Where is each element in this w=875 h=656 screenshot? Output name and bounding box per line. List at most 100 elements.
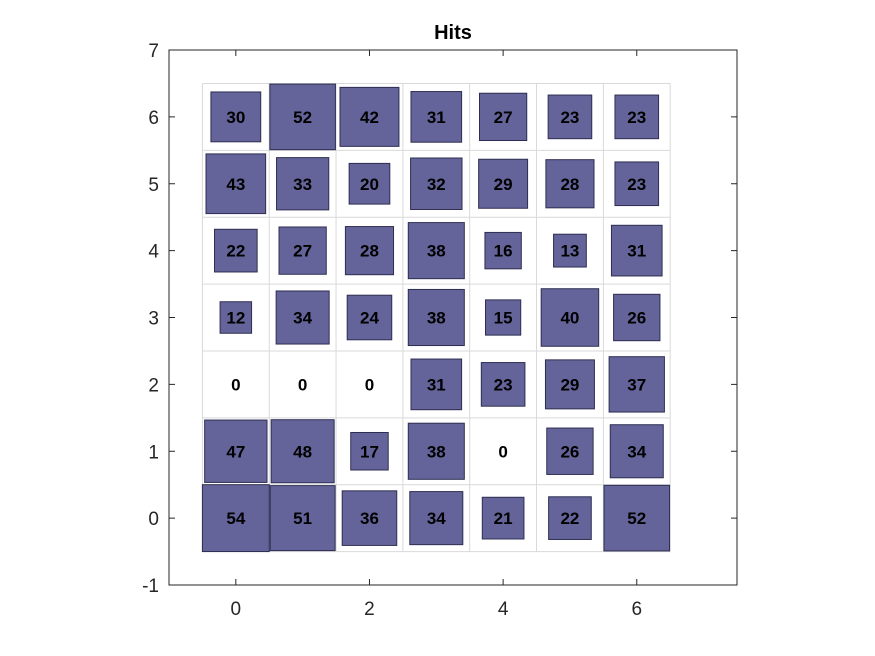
hit-patch xyxy=(478,92,528,142)
hit-count-label: 23 xyxy=(627,108,646,127)
hit-patch xyxy=(407,288,465,347)
hit-patch xyxy=(485,299,522,336)
y-tick-label: 6 xyxy=(148,108,159,129)
y-tick-label: 1 xyxy=(148,442,159,463)
hit-count-label: 16 xyxy=(494,242,513,261)
hit-patch xyxy=(610,224,663,277)
y-tick-label: 4 xyxy=(148,242,159,263)
hit-count-label: 43 xyxy=(226,175,245,194)
hit-patch xyxy=(350,431,389,471)
hit-patch xyxy=(603,484,671,552)
hit-count-label: 30 xyxy=(226,108,245,127)
hit-count-label: 29 xyxy=(560,375,579,394)
hit-patch xyxy=(484,231,522,270)
hit-count-label: 52 xyxy=(293,108,312,127)
hit-count-label: 29 xyxy=(494,175,513,194)
hit-patch xyxy=(346,294,393,341)
hit-count-label: 0 xyxy=(365,375,374,394)
y-tick-label: 3 xyxy=(148,309,159,330)
hit-count-label: 34 xyxy=(427,509,446,528)
hit-patch xyxy=(269,485,336,552)
hit-count-label: 34 xyxy=(627,442,646,461)
hit-patch xyxy=(278,226,327,275)
hit-patch xyxy=(205,153,267,215)
hit-count-label: 36 xyxy=(360,509,379,528)
hit-patch xyxy=(547,94,593,140)
hit-patch xyxy=(219,301,253,334)
hit-count-label: 23 xyxy=(627,175,646,194)
hit-patch xyxy=(614,94,660,140)
hit-count-label: 26 xyxy=(627,309,646,328)
hit-patch xyxy=(546,427,594,475)
hit-patch xyxy=(344,226,395,276)
hit-count-label: 34 xyxy=(293,309,312,328)
hit-count-label: 27 xyxy=(494,108,513,127)
hit-patch xyxy=(341,490,398,546)
hit-count-label: 33 xyxy=(293,175,312,194)
hit-count-label: 31 xyxy=(427,375,446,394)
hit-count-label: 27 xyxy=(293,242,312,261)
hit-count-label: 0 xyxy=(231,375,240,394)
hit-count-label: 48 xyxy=(293,442,312,461)
hit-patch xyxy=(348,162,391,205)
hit-count-label: 52 xyxy=(627,509,646,528)
hit-count-label: 37 xyxy=(627,375,646,394)
y-tick-label: 0 xyxy=(148,509,159,530)
hit-count-label: 23 xyxy=(494,375,513,394)
hit-count-label: 40 xyxy=(560,309,579,328)
hit-count-label: 38 xyxy=(427,242,446,261)
hit-patch xyxy=(609,424,664,479)
hit-patch xyxy=(270,419,335,484)
hit-patch xyxy=(480,362,526,407)
hit-count-label: 31 xyxy=(627,242,646,261)
hit-count-label: 54 xyxy=(226,509,245,528)
hit-patch xyxy=(614,161,660,207)
x-tick-label: 2 xyxy=(364,599,375,620)
hit-patch xyxy=(410,358,463,411)
hit-count-label: 20 xyxy=(360,175,379,194)
hit-count-label: 32 xyxy=(427,175,446,194)
hit-patch xyxy=(407,422,465,480)
hit-patch xyxy=(544,359,595,410)
y-tick-label: 5 xyxy=(148,175,159,196)
hit-patch xyxy=(339,86,400,147)
hit-count-label: 0 xyxy=(298,375,307,394)
chart-title: Hits xyxy=(434,22,472,44)
hit-count-label: 28 xyxy=(560,175,579,194)
hit-patch xyxy=(269,83,336,151)
hit-patch xyxy=(275,290,330,345)
hit-patch xyxy=(409,491,464,546)
hit-patch xyxy=(548,496,592,540)
hit-patch xyxy=(608,356,665,413)
hit-count-label: 47 xyxy=(226,442,245,461)
hit-patch xyxy=(481,496,525,540)
hit-patch xyxy=(553,233,587,268)
y-tick-label: 2 xyxy=(148,375,159,396)
hit-patch xyxy=(410,91,463,143)
hit-count-label: 22 xyxy=(226,242,245,261)
x-tick-label: 0 xyxy=(231,599,242,620)
hit-patch xyxy=(201,484,270,553)
hit-count-label: 26 xyxy=(560,442,579,461)
hit-patch xyxy=(478,158,529,209)
y-tick-label: -1 xyxy=(142,576,159,597)
hit-count-label: 28 xyxy=(360,242,379,261)
hit-patch xyxy=(540,288,600,347)
hit-count-label: 24 xyxy=(360,309,379,328)
hit-count-label: 42 xyxy=(360,108,379,127)
hit-count-label: 21 xyxy=(494,509,513,528)
hit-count-label: 17 xyxy=(360,442,379,461)
hit-patch xyxy=(204,419,268,483)
hit-count-label: 22 xyxy=(560,509,579,528)
hit-count-label: 31 xyxy=(427,108,446,127)
hit-count-label: 12 xyxy=(226,309,245,328)
hit-patch xyxy=(276,157,330,211)
hit-count-label: 38 xyxy=(427,442,446,461)
hit-patch xyxy=(407,222,465,280)
y-tick-label: 7 xyxy=(148,41,159,62)
hit-patch xyxy=(613,293,661,342)
hit-count-label: 23 xyxy=(560,108,579,127)
hit-patch xyxy=(545,159,595,209)
